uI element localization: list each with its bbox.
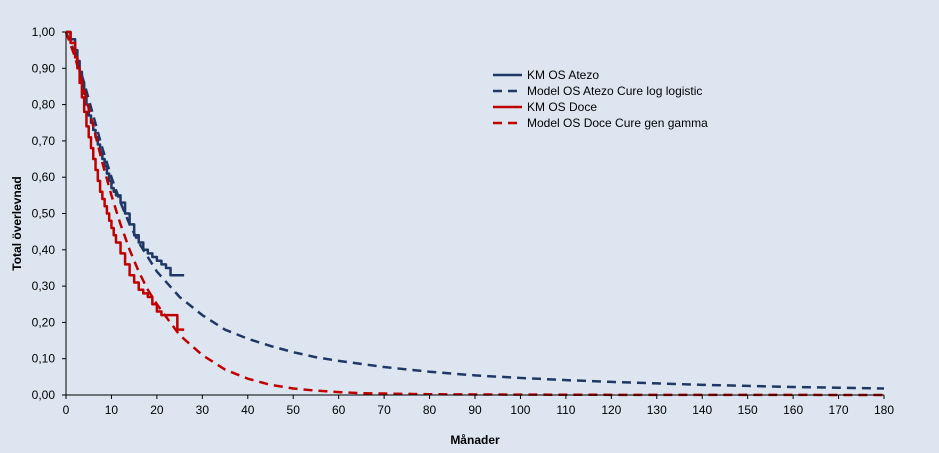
y-tick-label: 0,20: [32, 315, 56, 329]
y-tick-label: 0,80: [32, 98, 56, 112]
y-tick-label: 0,50: [32, 207, 56, 221]
x-tick-label: 0: [63, 403, 70, 417]
series-line-4: [64, 31, 885, 397]
x-tick-label: 140: [692, 403, 712, 417]
series-line-1: [66, 30, 185, 277]
y-tick-label: 0,40: [32, 243, 56, 257]
legend-label: KM OS Atezo: [527, 68, 599, 82]
x-tick-label: 180: [874, 403, 894, 417]
y-ticks: 0,00 0,10 0,20 0,30 0,40 0,50 0,60 0,70 0,80 0,90…: [32, 25, 66, 402]
x-tick-label: 170: [829, 403, 849, 417]
y-tick-label: 0,30: [32, 279, 56, 293]
x-tick-label: 80: [423, 403, 437, 417]
y-tick-label: 0,00: [32, 388, 56, 402]
x-tick-label: 100: [510, 403, 530, 417]
y-tick-label: 0,60: [32, 170, 56, 184]
x-tick-label: 150: [738, 403, 758, 417]
series-line-3: [66, 30, 185, 331]
series-line-2: [64, 31, 885, 390]
legend: KM OS Atezo Model OS Atezo Cure log logis…: [493, 68, 708, 130]
x-axis-title: Månader: [450, 433, 500, 447]
axes: 0 10 20 30 40 50 60 70 80 90 100 110 120 130 140 150 160…: [32, 25, 895, 417]
legend-label: Model OS Atezo Cure log logistic: [527, 84, 702, 98]
legend-label: Model OS Doce Cure gen gamma: [527, 116, 708, 130]
x-tick-label: 110: [556, 403, 575, 417]
x-tick-label: 30: [196, 403, 210, 417]
y-tick-label: 0,90: [32, 61, 56, 75]
x-tick-label: 130: [647, 403, 667, 417]
x-ticks: 0 10 20 30 40 50 60 70 80 90 100 110 120 130 140 150 160…: [63, 395, 894, 417]
x-tick-label: 120: [601, 403, 621, 417]
y-tick-label: 1,00: [32, 25, 56, 39]
x-tick-label: 60: [332, 403, 346, 417]
x-tick-label: 50: [287, 403, 301, 417]
y-tick-label: 0,70: [32, 134, 56, 148]
x-tick-label: 160: [783, 403, 803, 417]
x-tick-label: 70: [377, 403, 391, 417]
legend-label: KM OS Doce: [527, 100, 597, 114]
x-tick-label: 20: [150, 403, 164, 417]
x-tick-label: 10: [105, 403, 119, 417]
y-axis-title: Total överlevnad: [10, 176, 24, 270]
y-tick-label: 0,10: [32, 352, 56, 366]
x-tick-label: 40: [241, 403, 255, 417]
series-lines: [64, 30, 885, 397]
x-tick-label: 90: [468, 403, 482, 417]
